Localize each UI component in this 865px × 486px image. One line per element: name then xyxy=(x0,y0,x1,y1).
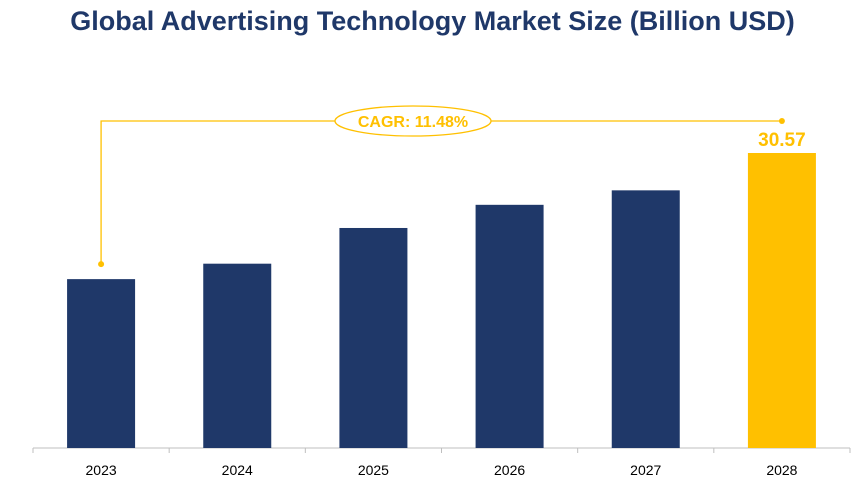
cagr-line xyxy=(100,120,782,265)
cagr-start-dot xyxy=(98,261,105,268)
bar-2026 xyxy=(475,204,544,448)
bar-2025 xyxy=(339,227,408,448)
bar-2023 xyxy=(67,279,136,448)
bar-2027 xyxy=(611,190,680,448)
x-tick-label: 2028 xyxy=(766,462,797,478)
x-tick-label: 2023 xyxy=(86,462,117,478)
bar-2028 xyxy=(747,153,816,448)
x-tick-label: 2027 xyxy=(630,462,661,478)
bar-2024 xyxy=(203,263,272,448)
x-tick-label: 2024 xyxy=(222,462,253,478)
cagr-end-dot xyxy=(778,118,785,124)
data-label: 30.57 xyxy=(758,130,806,151)
x-tick-label: 2025 xyxy=(358,462,389,478)
chart-title: Global Advertising Technology Market Siz… xyxy=(70,6,795,36)
cagr-ellipse xyxy=(334,105,492,137)
cagr-label: CAGR: 11.48% xyxy=(358,114,468,131)
x-tick-label: 2026 xyxy=(494,462,525,478)
